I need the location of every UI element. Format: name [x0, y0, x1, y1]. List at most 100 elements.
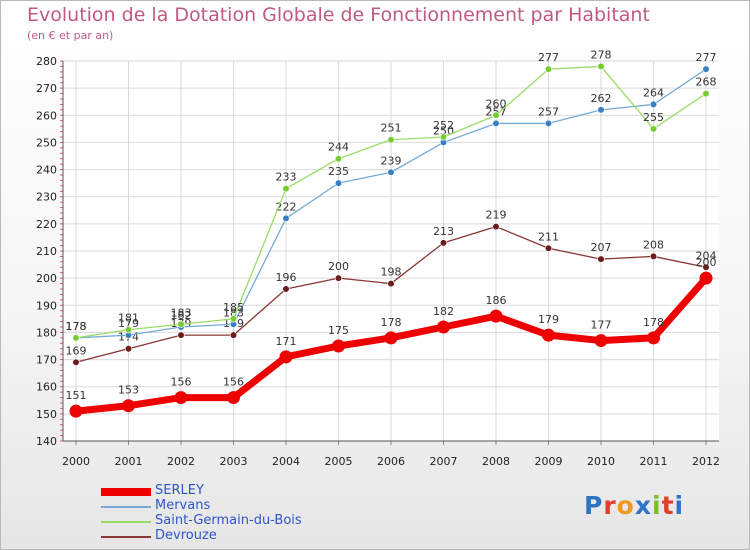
data-label-serley-2002: 156	[171, 376, 192, 389]
data-label-serley-2000: 151	[66, 389, 87, 402]
point-serley-2003	[227, 391, 240, 405]
point-devrouze-2000	[72, 358, 80, 366]
point-devrouze-2005	[334, 274, 343, 282]
x-tick-label-2001: 2001	[115, 455, 143, 468]
data-label-serley-2006: 178	[381, 316, 402, 329]
point-mervans-2006	[387, 168, 395, 176]
x-tick-label-2003: 2003	[220, 455, 248, 468]
legend-label-devrouze: Devrouze	[155, 528, 217, 543]
y-tick-label-170: 170	[36, 354, 57, 367]
logo-letter: r	[603, 491, 617, 520]
y-tick-label-270: 270	[36, 82, 57, 95]
point-serley-2008	[489, 309, 503, 323]
point-saint-germain-du-bois-2000	[72, 334, 80, 342]
data-label-devrouze-2011: 208	[643, 238, 664, 251]
point-mervans-2012	[702, 65, 710, 73]
data-label-serley-2010: 177	[591, 319, 612, 332]
legend-swatch-devrouze	[101, 536, 151, 538]
point-serley-2001	[122, 399, 135, 413]
data-label-devrouze-2012: 204	[696, 249, 717, 262]
point-mervans-2005	[334, 179, 343, 187]
point-saint-germain-du-bois-2004	[282, 184, 290, 193]
data-label-serley-2007: 182	[433, 305, 454, 318]
point-serley-2009	[542, 328, 555, 342]
data-label-mervans-2012: 277	[696, 51, 717, 64]
data-label-devrouze-2009: 211	[538, 230, 559, 243]
y-tick-label-280: 280	[36, 55, 57, 68]
data-label-saint-germain-du-bois-2002: 183	[171, 306, 192, 319]
point-devrouze-2003	[229, 331, 238, 339]
proxiti-logo: Proxiti	[584, 491, 684, 520]
data-label-saint-germain-du-bois-2006: 251	[381, 122, 402, 135]
data-label-serley-2001: 153	[118, 384, 139, 397]
point-saint-germain-du-bois-2002	[177, 320, 185, 328]
point-serley-2002	[174, 391, 188, 405]
point-devrouze-2010	[597, 255, 605, 263]
point-mervans-2010	[597, 106, 605, 114]
x-tick-label-2002: 2002	[167, 455, 195, 468]
point-devrouze-2006	[387, 279, 395, 288]
data-label-devrouze-2000: 169	[66, 344, 87, 357]
data-label-devrouze-2006: 198	[381, 266, 402, 279]
data-label-serley-2011: 178	[643, 316, 664, 329]
y-tick-label-150: 150	[36, 408, 57, 421]
data-label-saint-germain-du-bois-2000: 178	[66, 320, 87, 333]
data-label-devrouze-2010: 207	[591, 241, 612, 254]
x-tick-label-2004: 2004	[272, 455, 300, 468]
x-tick-label-2000: 2000	[62, 455, 90, 468]
data-label-serley-2003: 156	[223, 376, 244, 389]
logo-letter: x	[634, 491, 652, 520]
x-tick-label-2012: 2012	[692, 455, 720, 468]
data-label-mervans-2010: 262	[591, 92, 612, 105]
point-saint-germain-du-bois-2003	[229, 315, 238, 323]
point-serley-2010	[594, 334, 608, 348]
data-label-serley-2012: 200	[696, 256, 717, 269]
data-label-mervans-2000: 178	[66, 320, 87, 333]
point-devrouze-2001	[124, 345, 133, 353]
legend-swatch-serley	[101, 488, 151, 496]
point-saint-germain-du-bois-2007	[439, 133, 448, 141]
legend-label-mervans: Mervans	[155, 498, 211, 513]
legend-label-saint-germain-du-bois: Saint-Germain-du-Bois	[155, 513, 302, 528]
point-saint-germain-du-bois-2006	[387, 136, 395, 144]
y-tick-label-230: 230	[36, 191, 57, 204]
data-label-serley-2008: 186	[486, 294, 507, 307]
logo-letter: i	[652, 491, 662, 520]
chart-title: Evolution de la Dotation Globale de Fonc…	[27, 4, 650, 26]
data-label-saint-germain-du-bois-2001: 181	[118, 312, 139, 325]
data-label-saint-germain-du-bois-2008: 260	[486, 97, 507, 110]
data-label-saint-germain-du-bois-2004: 233	[276, 171, 297, 184]
point-serley-2000	[69, 404, 83, 418]
chart-subtitle: (en € et par an)	[27, 29, 114, 42]
point-devrouze-2004	[282, 285, 290, 293]
y-tick-label-160: 160	[36, 381, 57, 394]
data-label-devrouze-2005: 200	[328, 260, 349, 273]
x-tick-label-2005: 2005	[325, 455, 353, 468]
y-tick-label-240: 240	[36, 164, 57, 177]
logo-letter: o	[616, 491, 635, 520]
data-label-saint-germain-du-bois-2012: 268	[696, 76, 717, 89]
y-tick-label-210: 210	[36, 245, 57, 258]
data-label-mervans-2011: 264	[643, 86, 664, 99]
y-tick-label-190: 190	[36, 299, 57, 312]
y-tick-label-140: 140	[36, 435, 57, 448]
logo-letter: P	[584, 491, 604, 520]
y-tick-label-260: 260	[36, 109, 57, 122]
point-serley-2007	[437, 320, 450, 334]
logo-letter: t	[661, 491, 675, 520]
data-label-saint-germain-du-bois-2010: 278	[591, 48, 612, 61]
x-tick-label-2008: 2008	[482, 455, 510, 468]
legend-swatch-mervans	[101, 506, 151, 508]
data-label-saint-germain-du-bois-2003: 185	[223, 301, 244, 314]
point-saint-germain-du-bois-2010	[597, 62, 605, 71]
x-tick-label-2009: 2009	[535, 455, 563, 468]
point-serley-2006	[384, 331, 398, 345]
point-saint-germain-du-bois-2005	[334, 155, 343, 163]
point-saint-germain-du-bois-2008	[492, 111, 500, 119]
point-devrouze-2012	[702, 263, 710, 271]
point-serley-2012	[699, 271, 713, 285]
point-devrouze-2007	[439, 239, 448, 247]
point-mervans-2004	[282, 214, 290, 223]
data-label-saint-germain-du-bois-2005: 244	[328, 141, 349, 154]
